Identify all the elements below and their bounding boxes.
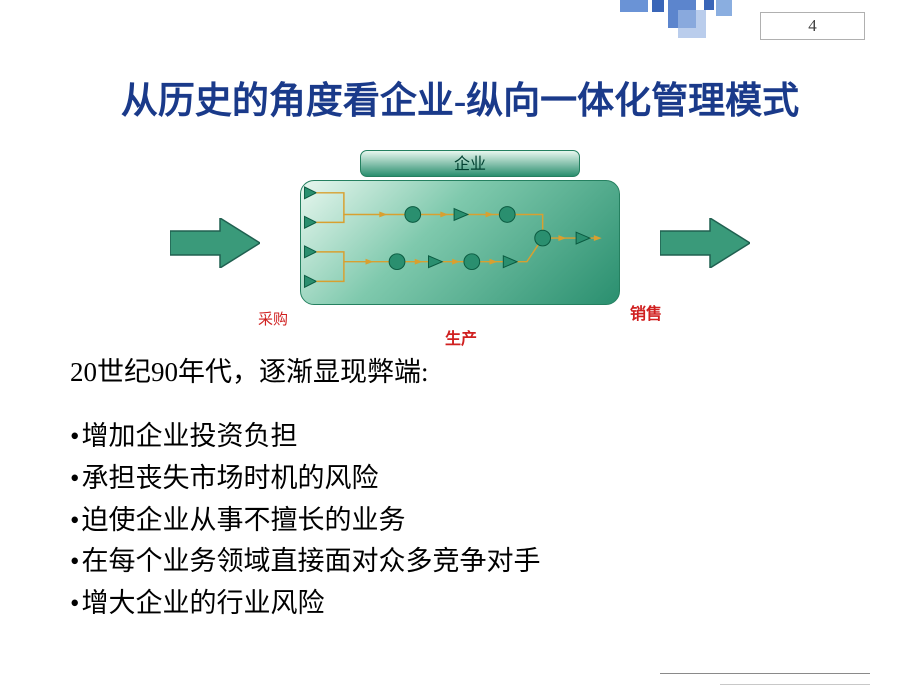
bullet-item: 在每个业务领域直接面对众多竞争对手: [70, 541, 870, 583]
label-production: 生产: [445, 325, 477, 349]
enterprise-diagram: 企业: [170, 150, 750, 345]
slide-title: 从历史的角度看企业-纵向一体化管理模式: [50, 70, 870, 124]
footer-rule: [660, 673, 870, 678]
bullet-item: 迫使企业从事不擅长的业务: [70, 500, 870, 542]
label-sales: 销售: [630, 300, 662, 324]
arrow-in-icon: [170, 218, 260, 268]
label-procurement: 采购: [258, 308, 288, 329]
intro-line: 20世纪90年代，逐渐显现弊端:: [70, 352, 870, 394]
body-content: 20世纪90年代，逐渐显现弊端: 增加企业投资负担 承担丧失市场时机的风险 迫使…: [70, 352, 870, 625]
footer-rule-2: [720, 684, 870, 685]
bullet-item: 增大企业的行业风险: [70, 583, 870, 625]
page-number: 4: [760, 12, 865, 40]
bullet-item: 承担丧失市场时机的风险: [70, 458, 870, 500]
enterprise-label: 企业: [454, 156, 486, 173]
process-box: [300, 180, 620, 305]
arrow-out-icon: [660, 218, 750, 268]
bullet-item: 增加企业投资负担: [70, 416, 870, 458]
bullet-list: 增加企业投资负担 承担丧失市场时机的风险 迫使企业从事不擅长的业务 在每个业务领…: [70, 416, 870, 625]
enterprise-label-box: 企业: [360, 150, 580, 177]
